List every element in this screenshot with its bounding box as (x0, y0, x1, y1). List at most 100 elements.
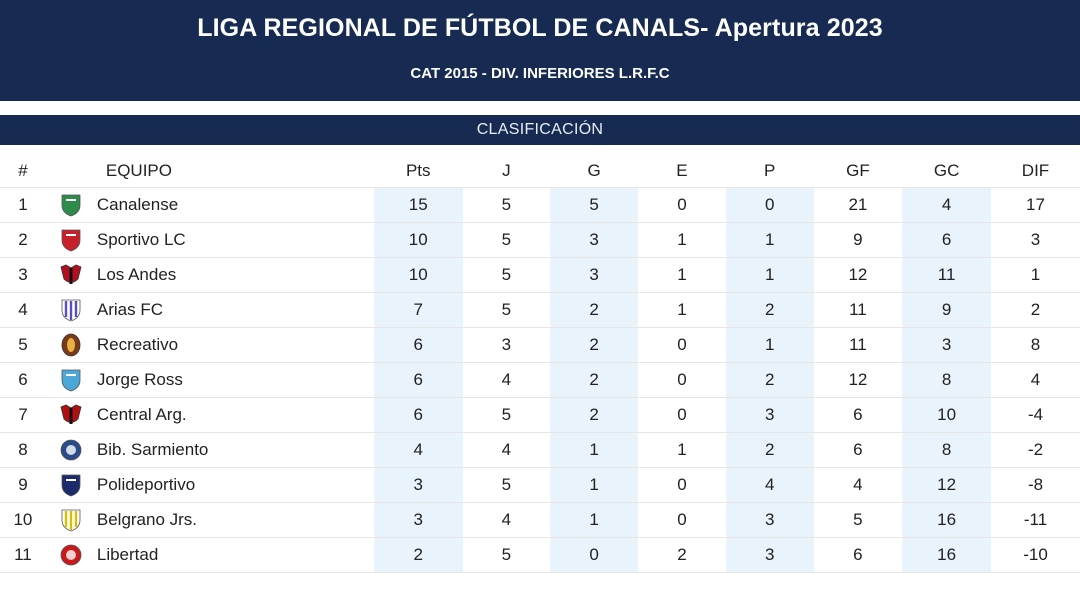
team-name: Belgrano Jrs. (96, 510, 198, 529)
cell-p: 2 (725, 432, 814, 467)
cell-gc: 3 (902, 327, 991, 362)
cell-team: Bib. Sarmiento (45, 432, 374, 467)
cell-dif: -11 (991, 502, 1080, 537)
cell-position: 10 (0, 502, 46, 537)
cell-g: 2 (550, 362, 639, 397)
cell-g: 2 (550, 292, 639, 327)
cell-pts: 15 (373, 187, 463, 222)
cell-dif: -10 (991, 537, 1080, 573)
cell-g: 3 (550, 222, 639, 257)
cell-p: 1 (725, 222, 814, 257)
team-name: Jorge Ross (96, 370, 183, 389)
team-wrap: Central Arg. (46, 403, 374, 427)
cell-p: 3 (725, 537, 814, 573)
table-row: 3 Los Andes 10 5 3 1 1 12 11 1 (0, 257, 1080, 292)
team-wrap: Canalense (46, 193, 374, 217)
cell-position: 2 (0, 222, 46, 257)
cell-j: 5 (462, 397, 551, 432)
team-name: Arias FC (96, 300, 163, 319)
standings-table: # EQUIPO Pts J G E P GF GC DIF 1 Canalens… (0, 155, 1080, 573)
cell-e: 1 (638, 292, 726, 327)
cell-team: Jorge Ross (45, 362, 374, 397)
cell-team: Libertad (45, 537, 374, 573)
cell-pts: 10 (373, 222, 463, 257)
cell-p: 1 (725, 327, 814, 362)
section-title: CLASIFICACIÓN (0, 115, 1080, 145)
cell-j: 5 (462, 467, 551, 502)
cell-dif: -8 (991, 467, 1080, 502)
cell-e: 0 (638, 187, 726, 222)
column-header-e: E (676, 161, 688, 180)
team-wrap: Jorge Ross (46, 368, 374, 392)
cell-pts: 2 (373, 537, 463, 573)
cell-e: 0 (638, 502, 726, 537)
team-name: Los Andes (96, 265, 177, 284)
cell-team: Recreativo (45, 327, 374, 362)
team-name: Central Arg. (96, 405, 187, 424)
cell-gc: 11 (902, 257, 991, 292)
cell-j: 3 (462, 327, 551, 362)
cell-pts: 10 (373, 257, 463, 292)
cell-dif: 3 (991, 222, 1080, 257)
cell-e: 1 (638, 257, 726, 292)
central-arg-crest-icon (60, 403, 82, 427)
cell-dif: 1 (991, 257, 1080, 292)
libertad-crest-icon (60, 543, 82, 567)
cell-g: 5 (550, 187, 639, 222)
cell-gc: 8 (902, 362, 991, 397)
cell-dif: 2 (991, 292, 1080, 327)
cell-g: 2 (550, 327, 639, 362)
cell-pts: 4 (373, 432, 463, 467)
cell-position: 9 (0, 467, 46, 502)
sportivo-lc-crest-icon (60, 228, 82, 252)
cell-position: 6 (0, 362, 46, 397)
team-wrap: Belgrano Jrs. (46, 508, 374, 532)
cell-p: 3 (725, 502, 814, 537)
team-wrap: Recreativo (46, 333, 374, 357)
cell-gc: 6 (902, 222, 991, 257)
cell-gf: 9 (813, 222, 903, 257)
cell-position: 8 (0, 432, 46, 467)
cell-j: 5 (462, 292, 551, 327)
cell-gf: 5 (813, 502, 903, 537)
cell-gf: 6 (813, 432, 903, 467)
cell-pts: 3 (373, 467, 463, 502)
cell-gf: 12 (813, 362, 903, 397)
cell-e: 1 (638, 222, 726, 257)
table-row: 11 Libertad 2 5 0 2 3 6 16 -10 (0, 537, 1080, 573)
cell-p: 0 (725, 187, 814, 222)
cell-gf: 12 (813, 257, 903, 292)
cell-position: 5 (0, 327, 46, 362)
cell-p: 2 (725, 362, 814, 397)
cell-team: Arias FC (45, 292, 374, 327)
column-header-g: G (587, 161, 601, 180)
column-header-team: EQUIPO (105, 161, 172, 180)
column-header-gf: GF (846, 161, 870, 180)
canalense-crest-icon (60, 193, 82, 217)
cell-j: 4 (462, 362, 551, 397)
column-header-position: # (18, 161, 28, 180)
cell-gc: 16 (902, 537, 991, 573)
cell-gc: 8 (902, 432, 991, 467)
cell-e: 0 (638, 327, 726, 362)
cell-gc: 9 (902, 292, 991, 327)
table-row: 6 Jorge Ross 6 4 2 0 2 12 8 4 (0, 362, 1080, 397)
cell-j: 5 (462, 187, 551, 222)
team-name: Recreativo (96, 335, 179, 354)
column-header-j: J (502, 161, 511, 180)
cell-e: 0 (638, 397, 726, 432)
cell-dif: -4 (991, 397, 1080, 432)
cell-dif: -2 (991, 432, 1080, 467)
jorge-ross-crest-icon (60, 368, 82, 392)
cell-e: 0 (638, 467, 726, 502)
cell-team: Polideportivo (45, 467, 374, 502)
polideportivo-crest-icon (60, 473, 82, 497)
cell-gc: 4 (902, 187, 991, 222)
team-wrap: Los Andes (46, 263, 374, 287)
cell-team: Los Andes (45, 257, 374, 292)
team-wrap: Arias FC (46, 298, 374, 322)
cell-j: 5 (462, 537, 551, 573)
cell-position: 1 (0, 187, 46, 222)
team-wrap: Polideportivo (46, 473, 374, 497)
cell-gf: 21 (813, 187, 903, 222)
